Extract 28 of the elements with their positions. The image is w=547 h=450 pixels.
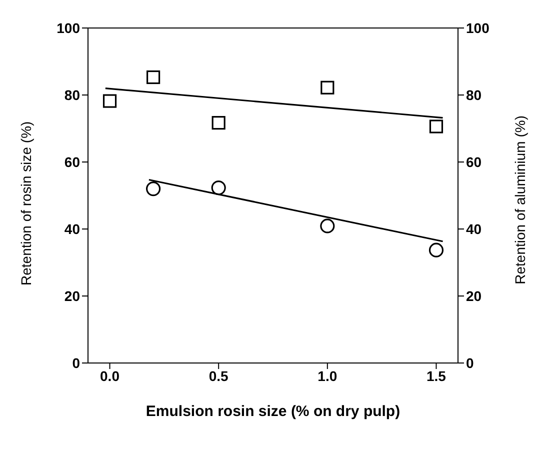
y2-tick-label: 100 bbox=[466, 20, 490, 36]
point bbox=[102, 94, 117, 108]
x-tick-label: 0.0 bbox=[100, 368, 120, 384]
y2-tick-label: 80 bbox=[466, 86, 482, 103]
point bbox=[320, 218, 335, 234]
y2-tick-label: 20 bbox=[466, 288, 482, 304]
point bbox=[212, 116, 226, 130]
y-tick-label: 20 bbox=[64, 288, 80, 304]
point bbox=[320, 80, 334, 94]
y2-axis-title: Retention of aluminium (%) bbox=[512, 116, 528, 284]
x-axis-title: Emulsion rosin size (% on dry pulp) bbox=[146, 403, 400, 420]
y-tick-label: 100 bbox=[56, 20, 80, 36]
point bbox=[146, 182, 161, 196]
y2-tick-label: 40 bbox=[466, 220, 482, 237]
y2-tick-label: 60 bbox=[466, 154, 482, 170]
y-tick-label: 40 bbox=[64, 220, 80, 237]
point bbox=[211, 180, 226, 196]
y-tick-label: 60 bbox=[64, 154, 80, 170]
x-tick-label: 0.5 bbox=[208, 368, 229, 384]
y-axis-title: Retention of rosin size (%) bbox=[18, 121, 34, 286]
point bbox=[146, 70, 160, 84]
y-tick-label: 80 bbox=[64, 86, 80, 103]
x-tick-label: 1.0 bbox=[318, 368, 338, 384]
point bbox=[428, 242, 444, 258]
y2-tick-label: 0 bbox=[466, 354, 474, 371]
point bbox=[429, 120, 444, 134]
x-tick-label: 1.5 bbox=[426, 368, 446, 384]
y-tick-label: 0 bbox=[72, 354, 80, 371]
